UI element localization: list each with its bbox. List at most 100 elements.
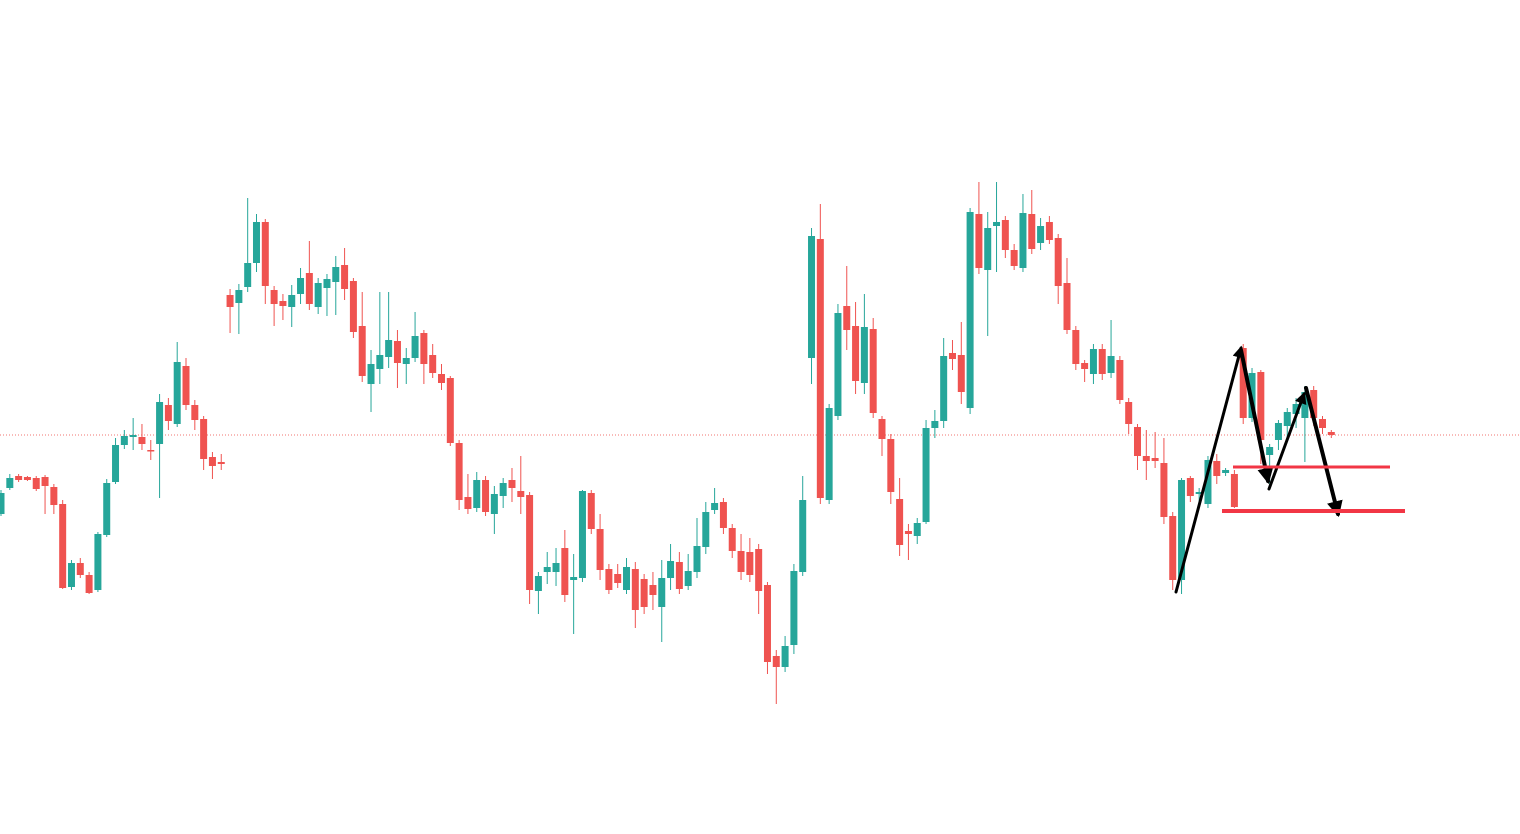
candle-body [896, 499, 904, 545]
candle-body [217, 462, 225, 464]
candle-body [543, 567, 551, 572]
candle-body [1063, 283, 1071, 330]
candle-body [244, 263, 252, 287]
candle-body [931, 421, 939, 428]
candle-body [446, 378, 454, 443]
candle-body [913, 523, 921, 536]
candle-body [261, 222, 269, 286]
candle-body [1239, 348, 1247, 418]
candle-body [790, 571, 798, 645]
candle-body [411, 336, 419, 358]
candle-body [455, 443, 463, 500]
candle-body [235, 290, 243, 303]
candle-body [438, 374, 445, 383]
candle-body [1107, 356, 1115, 373]
candle-body [1037, 226, 1045, 243]
candle-body [570, 577, 578, 580]
candle-body [1028, 214, 1036, 249]
candle-body [1213, 461, 1221, 476]
candle-body [1054, 238, 1062, 286]
candle-body [904, 531, 912, 534]
candle-body [59, 504, 67, 588]
candle-body [1089, 349, 1097, 374]
candle-body [852, 326, 860, 381]
candle-body [252, 222, 260, 263]
candle-body [640, 579, 648, 607]
candle-body [1125, 402, 1133, 424]
candle-body [816, 239, 824, 498]
candle-body [1045, 222, 1053, 240]
candle-body [508, 480, 516, 488]
candle-body [1204, 460, 1212, 504]
plot-area [0, 182, 1520, 704]
candle-body [719, 502, 727, 528]
candle-body [323, 279, 331, 288]
candle-body [763, 585, 771, 662]
candle-body [490, 494, 498, 514]
candle-body [993, 222, 1001, 226]
candle-body [578, 491, 586, 578]
candle-body [860, 327, 868, 383]
candle-body [614, 574, 622, 583]
arrow [1174, 345, 1245, 594]
candle-body [279, 301, 287, 306]
candle-body [966, 212, 974, 408]
candle-body [667, 561, 675, 578]
candle-body [869, 329, 877, 413]
candle-body [358, 326, 366, 376]
candle-body [1319, 419, 1326, 428]
candle-body [737, 551, 745, 572]
candle-body [191, 405, 199, 420]
candle-body [464, 497, 472, 509]
candle-body [746, 552, 754, 575]
candle-body [349, 281, 357, 332]
candle-body [1186, 478, 1194, 496]
candle-body [164, 405, 172, 421]
candle-body [1257, 372, 1265, 440]
candle-body [649, 585, 657, 595]
candle-body [129, 435, 137, 437]
candle-body [631, 569, 639, 610]
candle-body [499, 483, 507, 496]
candle-body [182, 366, 190, 405]
candle-body [878, 419, 886, 439]
candle-body [420, 333, 428, 364]
candle-body [6, 478, 14, 488]
candle-body [376, 355, 384, 369]
candle-body [843, 306, 851, 330]
candle-body [1001, 220, 1009, 250]
candle-body [138, 437, 146, 444]
candle-body [482, 480, 490, 512]
candle-body [1072, 330, 1080, 364]
candle-body [834, 313, 842, 416]
arrow [1267, 391, 1307, 491]
candle-body [94, 534, 102, 590]
candle-body [41, 477, 49, 486]
candle-body [270, 290, 278, 304]
candle-body [975, 214, 983, 268]
candle-body [332, 267, 340, 282]
candle-body [675, 562, 683, 589]
pattern-drawing [1174, 345, 1343, 594]
candle-body [755, 549, 763, 591]
candle-body [173, 362, 181, 424]
candle-body [156, 402, 164, 444]
candle-body [534, 576, 542, 591]
candle-body [76, 563, 84, 575]
candle-body [0, 493, 5, 514]
candle-body [429, 355, 437, 373]
candle-body [305, 273, 313, 304]
candle-body [314, 283, 322, 307]
candle-body [728, 528, 736, 551]
candle-body [1283, 412, 1291, 426]
candle-body [808, 236, 816, 358]
candle-body [1327, 432, 1335, 435]
candle-body [1019, 213, 1027, 268]
candle-body [526, 495, 534, 590]
candle-body [552, 563, 560, 572]
candle-body [112, 445, 120, 482]
candle-body [393, 341, 401, 363]
candle-body [103, 483, 111, 535]
